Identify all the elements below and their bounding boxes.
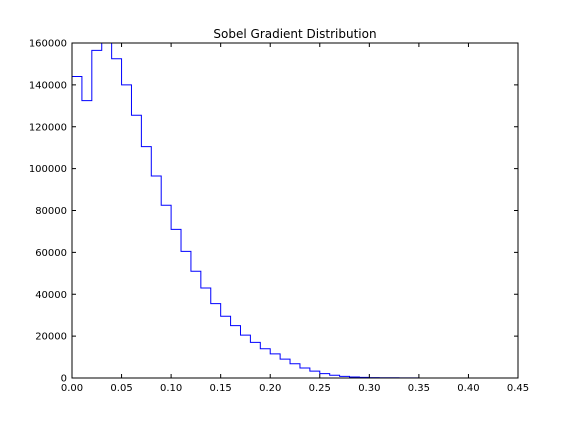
x-tick-label: 0.30 (358, 383, 380, 394)
y-tick-label: 0 (61, 374, 67, 385)
x-tick-label: 0.15 (210, 383, 232, 394)
x-tick-label: 0.10 (160, 383, 182, 394)
y-tick-label: 20000 (35, 332, 67, 343)
y-tick-label: 40000 (35, 290, 67, 301)
y-tick-label: 160000 (29, 39, 67, 50)
y-tick-label: 80000 (35, 206, 67, 217)
y-tick-label: 120000 (29, 122, 67, 133)
x-tick-label: 0.45 (507, 383, 529, 394)
x-tick-label: 0.05 (110, 383, 132, 394)
y-tick-label: 140000 (29, 80, 67, 91)
plot-area (72, 43, 518, 378)
chart-title: Sobel Gradient Distribution (213, 27, 376, 41)
x-tick-label: 0.35 (408, 383, 430, 394)
plot-frame (71, 42, 519, 379)
x-tick-label: 0.40 (457, 383, 479, 394)
x-tick-label: 0.25 (309, 383, 331, 394)
y-tick-label: 100000 (29, 164, 67, 175)
y-tick-label: 60000 (35, 248, 67, 259)
x-tick-label: 0.00 (61, 383, 83, 394)
x-tick-label: 0.20 (259, 383, 281, 394)
